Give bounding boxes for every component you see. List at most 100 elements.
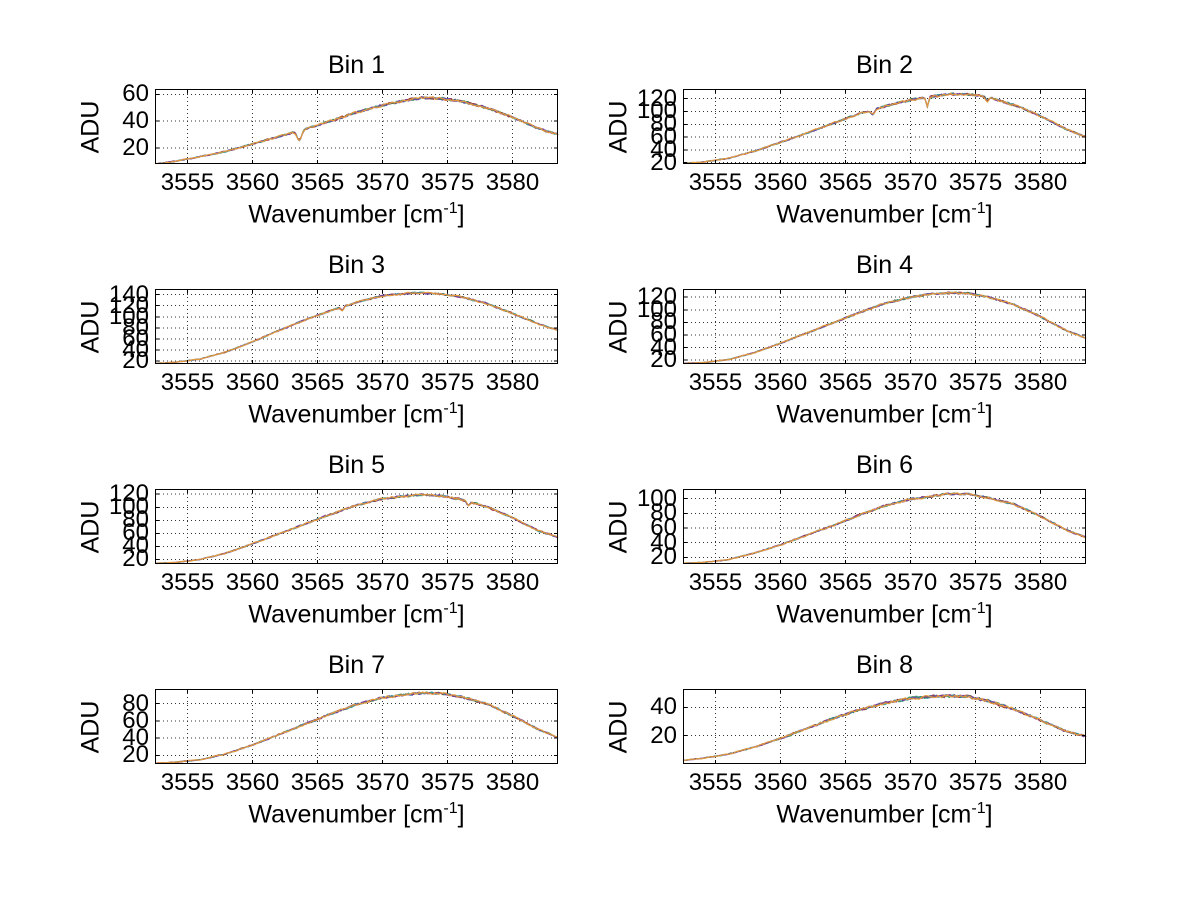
spectrum-overlay-line: [155, 691, 559, 764]
y-tick-label: 40: [650, 693, 677, 721]
x-tick-label: 3560: [225, 169, 280, 196]
x-tick-label: 3575: [948, 769, 1003, 796]
x-axis-label-bracket: ]: [457, 200, 465, 229]
x-axis-label: Wavenumber [cm-1]: [155, 200, 558, 229]
y-tick-label: 20: [122, 347, 149, 375]
x-axis-label-exponent: -1: [971, 200, 986, 217]
x-tick-label: 3560: [753, 569, 808, 596]
x-tick-label: 3555: [160, 369, 215, 396]
x-tick-label: 3570: [355, 169, 410, 196]
y-tick-label: 60: [122, 80, 149, 108]
x-axis-label: Wavenumber [cm-1]: [155, 800, 558, 829]
axes-box: [683, 89, 1086, 164]
x-axis-label-text: Wavenumber [cm: [248, 400, 444, 429]
subplot-title: Bin 5: [328, 451, 385, 479]
spectrum-overlay-line: [154, 691, 559, 764]
x-tick-label: 3570: [883, 169, 938, 196]
y-tick-label: 100: [108, 302, 149, 330]
spectrum-line: [154, 493, 559, 565]
spectrum-overlay-line: [682, 92, 1087, 164]
x-tick-label: 3575: [420, 569, 475, 596]
subplot-bin-4: Bin 4 ADU 20 40 60 80 100 120 3555 3560 3565 3570 35…: [605, 252, 1087, 428]
x-axis-label-text: Wavenumber [cm: [248, 600, 444, 629]
subplot-title: Bin 4: [856, 251, 913, 279]
axes-box: [155, 689, 558, 764]
y-tick-label: 80: [122, 506, 149, 534]
spectrum-line: [682, 92, 1087, 164]
y-tick-label: 80: [122, 313, 149, 341]
y-tick-label: 40: [650, 333, 677, 361]
y-tick-label: 60: [122, 706, 149, 734]
x-tick-label: 3565: [818, 169, 873, 196]
x-tick-label: 3555: [160, 169, 215, 196]
y-tick-label: 60: [122, 519, 149, 547]
spectrum-line: [682, 694, 1087, 762]
x-tick-label: 3575: [420, 369, 475, 396]
y-tick-label: 40: [122, 107, 149, 135]
plot-area: [154, 489, 559, 565]
y-tick-label: 20: [122, 545, 149, 573]
x-axis-label-text: Wavenumber [cm: [776, 400, 972, 429]
axes-box: [683, 289, 1086, 364]
plot-area: [682, 689, 1087, 764]
axes-box: [683, 489, 1086, 564]
y-tick-label: 60: [650, 123, 677, 151]
y-tick-label: 100: [108, 493, 149, 521]
y-tick-label: 20: [650, 346, 677, 374]
plot-area: [155, 89, 559, 165]
y-tick-label: 60: [650, 514, 677, 541]
x-tick-label: 3570: [355, 569, 410, 596]
spectrum-overlay-line: [154, 493, 559, 564]
x-axis-label-text: Wavenumber [cm: [248, 200, 444, 229]
y-tick-label: 80: [650, 110, 677, 138]
x-tick-label: 3555: [688, 369, 743, 396]
y-tick-label: 20: [650, 721, 677, 749]
x-axis-label-exponent: -1: [443, 600, 458, 617]
y-tick-label: 20: [122, 741, 149, 769]
spectrum-overlay-line: [155, 691, 559, 764]
x-tick-label: 3580: [1013, 569, 1068, 596]
axes-box: [155, 89, 558, 164]
x-axis-label: Wavenumber [cm-1]: [155, 600, 558, 629]
axes-box: [683, 689, 1086, 764]
x-axis-label: Wavenumber [cm-1]: [683, 200, 1086, 229]
x-tick-label: 3555: [688, 769, 743, 796]
x-axis-label-bracket: ]: [457, 800, 465, 829]
x-axis-label-bracket: ]: [985, 600, 993, 629]
x-axis-label-bracket: ]: [985, 200, 993, 229]
x-axis-label-text: Wavenumber [cm: [776, 200, 972, 229]
x-tick-label: 3560: [225, 769, 280, 796]
plot-area: [682, 289, 1087, 365]
x-tick-label: 3580: [485, 569, 540, 596]
x-axis-label-bracket: ]: [457, 600, 465, 629]
x-tick-label: 3565: [818, 369, 873, 396]
x-tick-label: 3565: [290, 369, 345, 396]
x-tick-label: 3560: [225, 569, 280, 596]
y-tick-label: 40: [122, 532, 149, 560]
x-axis-label-text: Wavenumber [cm: [776, 600, 972, 629]
x-tick-label: 3570: [883, 769, 938, 796]
spectrum-overlay-line: [682, 92, 1087, 164]
x-tick-label: 3560: [753, 169, 808, 196]
x-tick-label: 3555: [688, 169, 743, 196]
x-axis-label-exponent: -1: [443, 400, 458, 417]
y-tick-label: 120: [636, 283, 677, 311]
y-tick-label: 40: [650, 528, 677, 556]
x-axis-label-exponent: -1: [971, 800, 986, 817]
spectrum-overlay-line: [682, 92, 1087, 164]
y-tick-label: 60: [122, 325, 149, 352]
x-tick-label: 3565: [290, 569, 345, 596]
x-tick-label: 3580: [1013, 169, 1068, 196]
y-tick-label: 120: [108, 291, 149, 319]
x-tick-label: 3575: [420, 769, 475, 796]
x-tick-label: 3570: [355, 369, 410, 396]
subplot-title: Bin 3: [328, 251, 385, 279]
y-tick-label: 60: [650, 321, 677, 348]
x-tick-label: 3560: [753, 769, 808, 796]
x-tick-label: 3555: [160, 769, 215, 796]
plot-area: [682, 89, 1087, 164]
x-tick-label: 3565: [290, 769, 345, 796]
x-axis-label-exponent: -1: [971, 400, 986, 417]
x-tick-label: 3555: [160, 569, 215, 596]
